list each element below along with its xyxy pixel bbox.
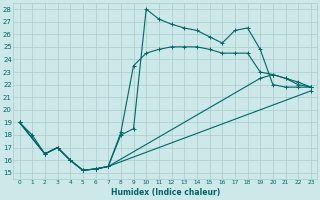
X-axis label: Humidex (Indice chaleur): Humidex (Indice chaleur) xyxy=(111,188,220,197)
